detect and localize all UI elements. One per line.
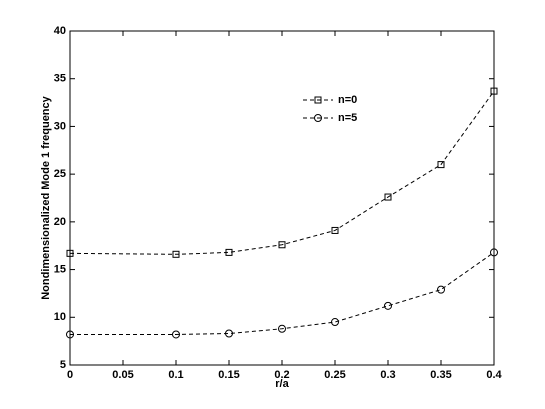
- series-line: [70, 251, 495, 335]
- x-tick-label: 0.3: [380, 369, 395, 381]
- series-line: [69, 90, 495, 255]
- data-point: [66, 249, 74, 257]
- data-point: [384, 301, 392, 310]
- data-point: [66, 330, 74, 339]
- data-point: [225, 248, 233, 256]
- data-point: [278, 241, 286, 249]
- y-tick-label: 20: [54, 216, 66, 228]
- legend-label: n=5: [338, 112, 357, 124]
- y-tick-label: 35: [54, 73, 66, 85]
- y-tick-label: 25: [54, 168, 66, 180]
- x-tick-label: 0.05: [112, 369, 133, 381]
- x-tick-label: 0: [67, 369, 73, 381]
- x-tick-label: 0.15: [218, 369, 239, 381]
- y-tick-label: 15: [54, 263, 66, 275]
- data-point: [331, 226, 339, 234]
- data-point: [331, 318, 339, 327]
- legend-marker: [314, 96, 322, 104]
- data-point: [490, 248, 498, 257]
- data-point: [437, 285, 445, 294]
- plot-frame: [69, 30, 495, 366]
- y-tick-label: 5: [60, 359, 66, 371]
- legend-marker: [314, 114, 322, 122]
- data-point: [437, 161, 445, 169]
- y-tick-label: 10: [54, 311, 66, 323]
- data-point: [278, 324, 286, 333]
- x-tick-label: 0.2: [274, 369, 289, 381]
- data-point: [490, 87, 498, 95]
- data-point: [172, 330, 180, 339]
- data-point: [225, 329, 233, 338]
- y-axis-label: Nondimensionalized Mode 1 frequency: [40, 95, 52, 299]
- x-tick-label: 0.25: [324, 369, 345, 381]
- x-tick-label: 0.1: [168, 369, 183, 381]
- y-tick-label: 30: [54, 120, 66, 132]
- x-tick-label: 0.4: [486, 369, 502, 381]
- data-point: [384, 193, 392, 201]
- data-point: [172, 250, 180, 258]
- x-axis-label: r/a: [275, 378, 289, 390]
- y-tick-label: 40: [54, 25, 66, 37]
- x-tick-label: 0.35: [430, 369, 451, 381]
- legend-label: n=0: [338, 94, 357, 106]
